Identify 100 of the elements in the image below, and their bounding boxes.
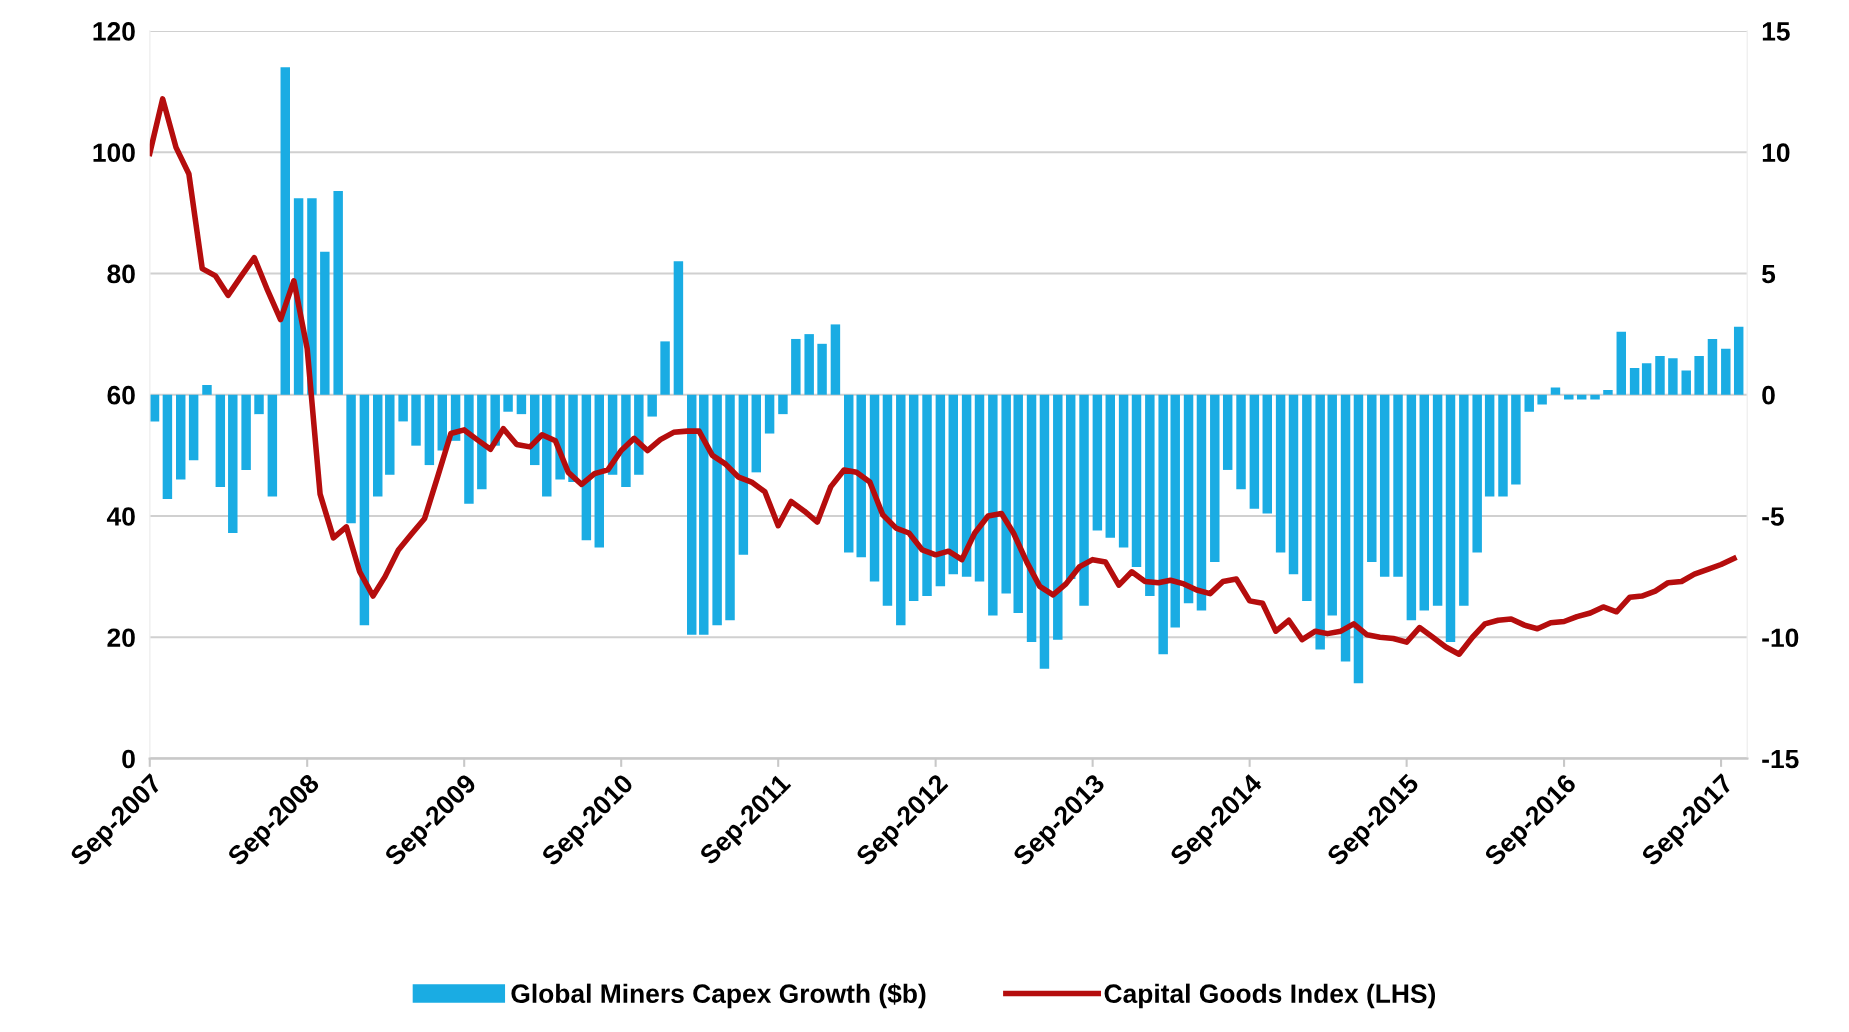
y-tick-label: 80 (107, 264, 135, 284)
bar (896, 394, 906, 626)
bar (437, 394, 447, 451)
bar (1288, 394, 1299, 575)
bar (215, 394, 226, 487)
bar (188, 394, 199, 461)
bar (856, 394, 866, 558)
bar (988, 394, 998, 616)
bar (1459, 394, 1469, 606)
bar (1550, 387, 1561, 395)
bar (830, 324, 841, 395)
bar (385, 394, 395, 475)
bar (935, 394, 946, 587)
bar (1092, 394, 1103, 531)
bar (764, 394, 775, 434)
bar (280, 67, 290, 395)
bar (725, 394, 735, 621)
bar (791, 338, 801, 395)
bar (1393, 394, 1403, 577)
y2-tick-label: 15 (1762, 22, 1790, 41)
y-tick-label: 0 (122, 749, 135, 769)
bar (1236, 394, 1246, 490)
bar (398, 394, 408, 422)
bar (581, 394, 592, 541)
bar (1222, 394, 1233, 470)
bar (594, 394, 604, 548)
bar (1262, 394, 1272, 514)
bar (346, 394, 356, 524)
bar (1353, 394, 1364, 684)
bar (1564, 394, 1574, 400)
bar (1537, 394, 1547, 405)
bar (778, 394, 788, 415)
bar (477, 394, 487, 490)
bar (1694, 355, 1704, 395)
bar (464, 394, 474, 504)
bar (712, 394, 722, 626)
bar (660, 341, 670, 395)
bar (162, 394, 173, 500)
bar (1001, 394, 1011, 594)
y-tick-label: 20 (107, 628, 135, 648)
y-tick-label: 100 (93, 143, 135, 163)
y2-tick-label: 10 (1762, 143, 1790, 163)
bar (1013, 394, 1023, 614)
bar (1170, 394, 1180, 628)
bar (254, 394, 264, 415)
bar (1065, 394, 1076, 580)
bar (1590, 394, 1600, 400)
y2-tick-label: -10 (1762, 628, 1799, 648)
bar (699, 394, 709, 635)
y-tick-label: 120 (93, 22, 135, 41)
bar (1707, 338, 1718, 395)
bar (1131, 394, 1142, 567)
bar (1379, 394, 1390, 577)
bar (267, 394, 278, 497)
y2-tick-label: 5 (1762, 264, 1776, 284)
bar (1432, 394, 1443, 606)
bar (228, 394, 238, 533)
bar (687, 394, 697, 635)
bar (1641, 363, 1652, 395)
bar (1275, 394, 1286, 553)
bar (373, 394, 383, 497)
bar (202, 385, 212, 395)
bar (1655, 355, 1665, 395)
bar (1118, 394, 1129, 548)
bar (1576, 394, 1587, 400)
bar (817, 343, 827, 395)
bar (320, 251, 330, 395)
bar (1196, 394, 1207, 611)
y-tick-label: 60 (107, 385, 135, 405)
bar (673, 261, 684, 395)
bar (503, 394, 513, 412)
bar (1367, 394, 1377, 563)
bar (149, 394, 160, 422)
y2-tick-label: -5 (1762, 507, 1784, 526)
bar (1145, 394, 1155, 597)
bar (844, 394, 854, 553)
bar (1105, 394, 1115, 538)
legend-label: Global Miners Capex Growth ($b) (511, 983, 926, 1009)
bar (241, 394, 251, 470)
bar (1629, 368, 1640, 395)
bar (1039, 394, 1050, 669)
bar (1053, 394, 1063, 640)
bar (1210, 394, 1220, 563)
bar (647, 394, 657, 417)
bar (1603, 389, 1613, 395)
bar (568, 394, 578, 483)
bar (1511, 394, 1521, 485)
y2-tick-label: 0 (1762, 385, 1775, 405)
bar (1158, 394, 1168, 655)
bar (738, 394, 749, 555)
bar (908, 394, 919, 601)
bar (1406, 394, 1417, 621)
bar (1315, 394, 1325, 650)
bar (922, 394, 932, 597)
bar (1026, 394, 1037, 643)
bar (424, 394, 435, 466)
bar (804, 334, 814, 395)
y2-tick-label: -15 (1762, 749, 1799, 769)
bar (948, 394, 958, 575)
bar (516, 394, 527, 415)
